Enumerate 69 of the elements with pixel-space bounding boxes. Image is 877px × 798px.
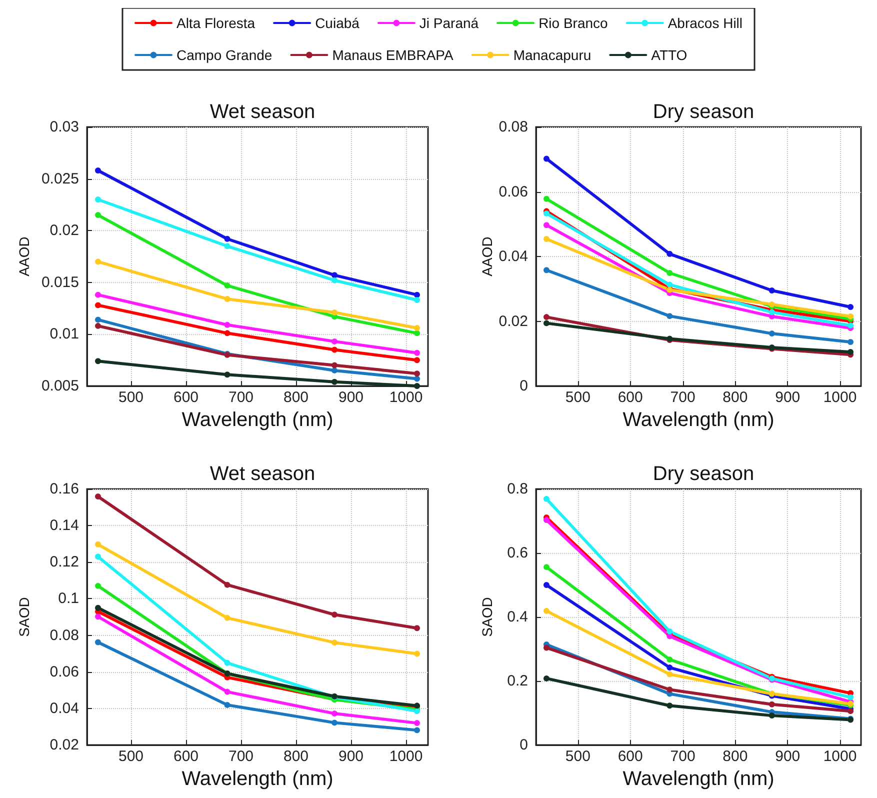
x-tick-label: 800: [722, 389, 748, 406]
x-tick-label: 1000: [823, 748, 857, 765]
y-tick-label: 0.04: [498, 248, 528, 265]
x-tick-label: 600: [618, 748, 643, 765]
x-axis-title: Wavelength (nm): [622, 409, 774, 431]
x-tick-label: 1000: [389, 748, 423, 765]
y-tick-label: 0.015: [41, 274, 79, 291]
y-tick-label: 0: [520, 378, 528, 394]
legend-label: Manacapuru: [513, 47, 592, 63]
x-tick-label: 500: [565, 389, 590, 406]
chart-title: Dry season: [652, 463, 754, 485]
x-tick-label: 900: [338, 748, 364, 765]
y-tick-label: 0.02: [50, 222, 79, 240]
legend-label: Campo Grande: [176, 47, 272, 63]
x-tick-label: 600: [618, 389, 643, 406]
x-tick-label: 700: [228, 748, 254, 765]
x-tick-label: 500: [565, 748, 590, 765]
x-tick-label: 600: [173, 389, 199, 406]
y-axis-title: AAOD: [479, 236, 495, 276]
legend-label: Cuiabá: [315, 15, 360, 31]
x-tick-label: 900: [775, 748, 800, 765]
y-tick-label: 0.2: [507, 672, 528, 690]
y-tick-label: 0.06: [498, 183, 528, 200]
x-axis-title: Wavelength (nm): [622, 768, 774, 790]
y-tick-label: 0.04: [50, 700, 79, 717]
x-tick-label: 500: [118, 389, 144, 406]
chart-title: Wet season: [210, 101, 316, 123]
y-tick-label: 0.8: [507, 480, 528, 498]
x-tick-label: 1000: [823, 389, 857, 406]
y-tick-label: 0.02: [50, 736, 79, 754]
y-tick-label: 0.06: [50, 663, 79, 680]
legend-label: Abracos Hill: [668, 15, 743, 31]
x-axis-title: Wavelength (nm): [182, 409, 334, 431]
x-tick-label: 900: [775, 389, 800, 406]
legend-label: ATTO: [651, 47, 688, 63]
y-tick-label: 0.1: [58, 590, 79, 608]
x-tick-label: 1000: [389, 389, 423, 406]
y-tick-label: 0.08: [498, 118, 528, 136]
y-tick-label: 0.14: [50, 517, 79, 534]
y-axis-title: SAOD: [479, 597, 495, 637]
x-tick-label: 800: [283, 748, 309, 765]
chart-title: Dry season: [652, 101, 754, 123]
y-axis-title: SAOD: [16, 597, 32, 637]
x-tick-label: 900: [338, 389, 364, 406]
legend-label: Rio Branco: [538, 15, 608, 31]
y-tick-label: 0.005: [41, 378, 79, 394]
y-tick-label: 0.025: [41, 170, 79, 188]
y-tick-label: 0.16: [50, 480, 79, 498]
x-tick-label: 800: [283, 389, 309, 406]
y-tick-label: 0.01: [50, 326, 79, 343]
y-tick-label: 0.6: [507, 544, 528, 562]
legend-label: Ji Paraná: [419, 15, 479, 31]
x-tick-label: 700: [670, 748, 696, 765]
legend-label: Alta Floresta: [176, 15, 256, 31]
x-tick-label: 500: [118, 748, 144, 765]
x-tick-label: 700: [670, 389, 696, 406]
x-tick-label: 700: [228, 389, 254, 406]
y-tick-label: 0.12: [50, 554, 79, 571]
y-axis-title: AAOD: [16, 236, 32, 276]
x-tick-label: 800: [722, 748, 748, 765]
x-axis-title: Wavelength (nm): [182, 768, 334, 790]
y-tick-label: 0.08: [50, 626, 79, 644]
y-tick-label: 0.4: [507, 608, 528, 626]
x-tick-label: 600: [173, 748, 199, 765]
chart-title: Wet season: [210, 463, 316, 485]
legend-label: Manaus EMBRAPA: [332, 47, 454, 63]
y-tick-label: 0: [520, 736, 528, 754]
y-tick-label: 0.03: [50, 118, 79, 136]
y-tick-label: 0.02: [498, 312, 528, 330]
